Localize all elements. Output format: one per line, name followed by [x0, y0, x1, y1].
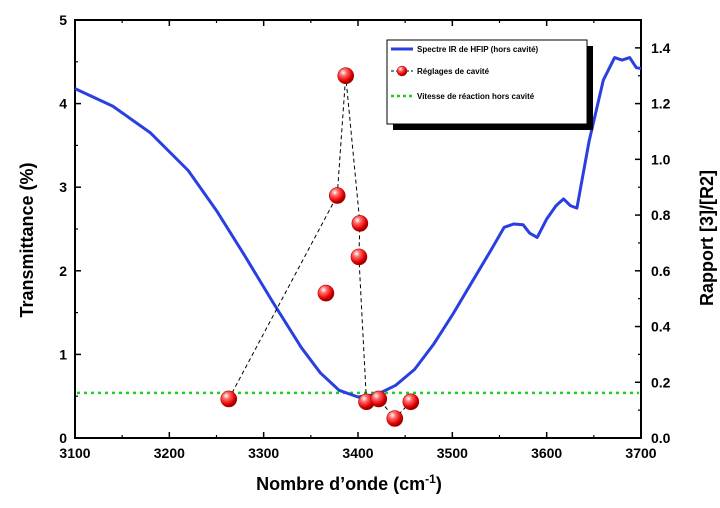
- legend-label-reaction: Vitesse de réaction hors cavité: [417, 92, 535, 101]
- y2-tick-label: 1.4: [651, 40, 671, 56]
- y-axis-title: Transmittance (%): [17, 162, 37, 317]
- y-tick-label: 1: [59, 346, 67, 362]
- cavity-point: [328, 187, 346, 204]
- cavity-point: [350, 248, 368, 266]
- x-tick-label: 3300: [248, 445, 279, 461]
- y2-tick-label: 0.2: [651, 374, 671, 390]
- y2-tick-label: 1.2: [651, 96, 671, 112]
- x-axis-title-sup: -1: [425, 472, 436, 486]
- ir-spectrum-line: [74, 56, 642, 399]
- x-axis-title-end: ): [436, 474, 442, 494]
- y-tick-label: 5: [59, 12, 67, 28]
- y-tick-label: 4: [59, 96, 67, 112]
- cavity-point: [337, 67, 355, 85]
- cavity-point: [402, 393, 420, 411]
- y-tick-label: 0: [59, 430, 67, 446]
- legend-label-cavity: Réglages de cavité: [417, 67, 490, 76]
- axes: 3100 3200 3300 3400 3500 3600 3700 0 1 2 3 4 5 0.0 0.2…: [59, 12, 670, 461]
- y2-tick-label: 0.0: [651, 430, 671, 446]
- x-axis-title: Nombre d’onde (cm-1): [256, 472, 442, 494]
- y2-axis-title: Rapport [3]/[R2]: [697, 170, 717, 306]
- plot-series: [74, 56, 642, 427]
- legend: Spectre IR de HFIP (hors cavité) Réglages…: [386, 39, 593, 130]
- x-axis-title-main: Nombre d’onde (cm: [256, 474, 425, 494]
- x-tick-label: 3700: [625, 445, 656, 461]
- cavity-point: [220, 390, 238, 408]
- y-tick-label: 3: [59, 179, 67, 195]
- legend-swatch-cavity-point: [396, 65, 408, 77]
- y2-tick-label: 0.8: [651, 207, 671, 223]
- legend-label-spectrum: Spectre IR de HFIP (hors cavité): [417, 45, 539, 54]
- y2-tick-label: 1.0: [651, 151, 671, 167]
- cavity-point: [370, 390, 388, 408]
- x-tick-label: 3100: [59, 445, 90, 461]
- x-tick-label: 3500: [437, 445, 468, 461]
- cavity-connector-line: [228, 75, 412, 420]
- y2-tick-label: 0.4: [651, 319, 671, 335]
- cavity-point: [351, 215, 369, 232]
- legend-box: [386, 39, 588, 125]
- y-tick-label: 2: [59, 263, 67, 279]
- x-tick-label: 3200: [154, 445, 185, 461]
- x-tick-label: 3600: [531, 445, 562, 461]
- cavity-point: [317, 284, 335, 302]
- cavity-point: [386, 410, 404, 427]
- x-tick-label: 3400: [342, 445, 373, 461]
- y2-tick-label: 0.6: [651, 263, 671, 279]
